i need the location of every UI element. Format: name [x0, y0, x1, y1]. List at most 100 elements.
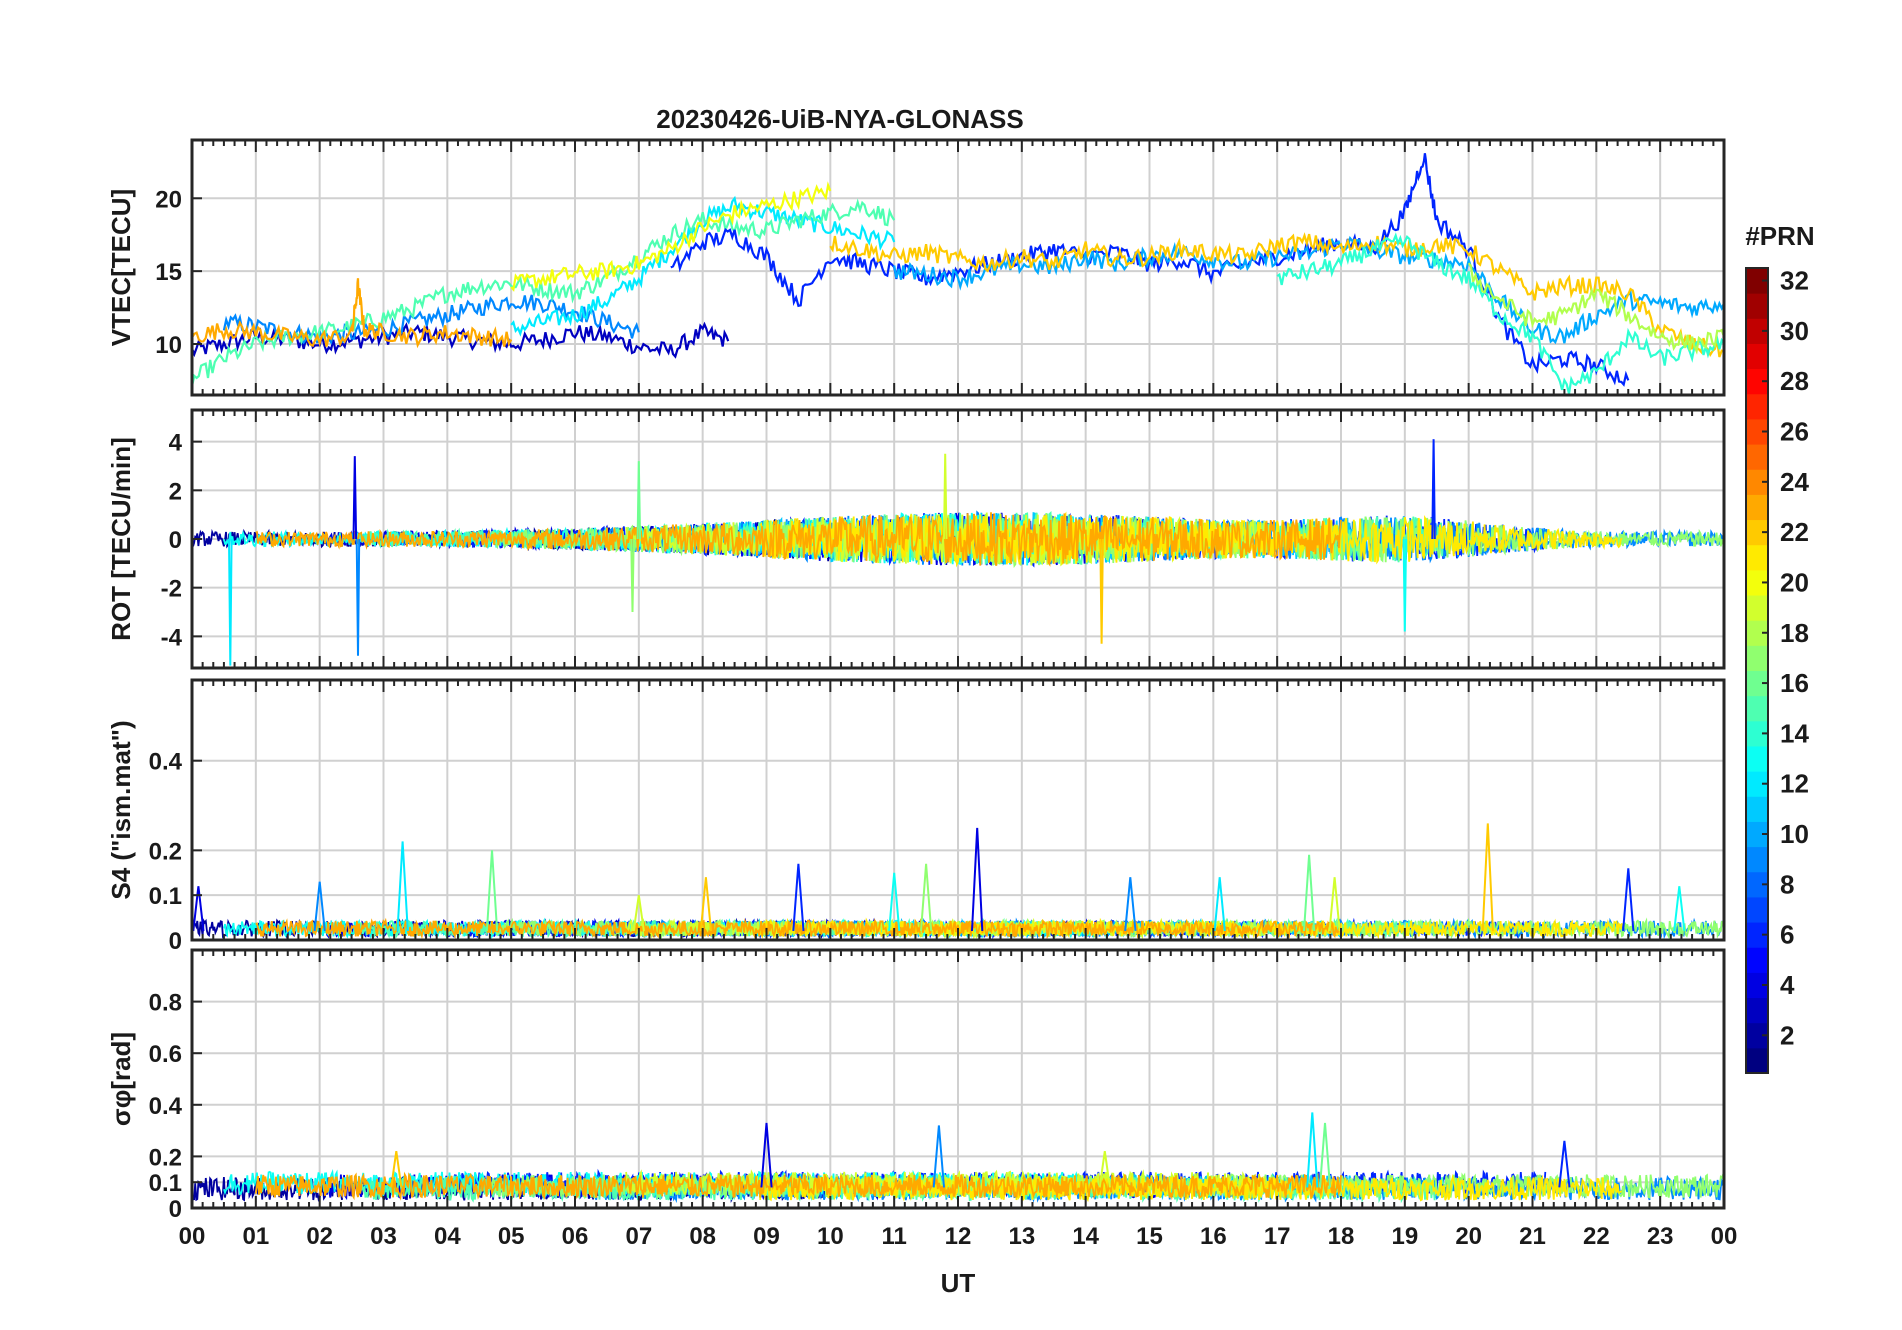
x-tick-label: 13: [1008, 1223, 1035, 1250]
colorbar-tick-label: 30: [1780, 316, 1809, 346]
vtec-series-prn-22: [829, 232, 1724, 358]
y-tick-label: 10: [155, 332, 182, 359]
x-tick-label: 00: [1711, 1223, 1738, 1250]
y-axis-label: σφ[rad]: [106, 1032, 136, 1126]
colorbar-segment: [1746, 972, 1768, 999]
colorbar-tick-label: 14: [1780, 718, 1809, 748]
peak-mark: [390, 1151, 403, 1188]
y-tick-label: 2: [169, 478, 182, 505]
y-tick-label: -2: [161, 576, 182, 603]
data-layer: [192, 153, 1724, 395]
peak-mark: [1306, 1112, 1319, 1188]
x-tick-label: 05: [498, 1223, 525, 1250]
y-tick-label: 0: [169, 527, 182, 554]
peak-mark: [1124, 877, 1137, 932]
y-tick-label: 0.1: [149, 883, 182, 910]
x-tick-label: 08: [689, 1223, 716, 1250]
vtec-panel: 10 15 20 VTEC[TECU]: [106, 138, 1726, 397]
colorbar-segment: [1746, 670, 1768, 697]
chart-title: 20230426-UiB-NYA-GLONASS: [656, 104, 1024, 134]
trace-prn-23: [255, 512, 1342, 567]
x-tick-label: 17: [1264, 1223, 1291, 1250]
colorbar-segment: [1746, 595, 1768, 621]
peak-mark: [396, 841, 409, 932]
x-tick-label: 21: [1519, 1223, 1546, 1250]
colorbar-segment: [1746, 318, 1768, 344]
peak-mark: [1622, 868, 1635, 932]
peak-mark: [1098, 1151, 1111, 1188]
colorbar-segment: [1746, 620, 1768, 646]
y-axis-label: VTEC[TECU]: [106, 189, 136, 346]
y-tick-label: 0.2: [149, 1144, 182, 1171]
x-tick-label: 20: [1455, 1223, 1482, 1250]
x-tick-label: 19: [1391, 1223, 1418, 1250]
s4-panel: 0 0.1 0.2 0.4 S4 ("ism.mat"): [106, 678, 1726, 955]
colorbar-tick-label: 4: [1780, 970, 1795, 1000]
y-tick-label: 0: [169, 928, 182, 955]
x-tick-label: 02: [306, 1223, 333, 1250]
y-axis-label: ROT [TECU/min]: [106, 437, 136, 641]
y-tick-label: 15: [155, 259, 182, 286]
peak-mark: [1673, 886, 1686, 932]
rot-panel: -4 -2 0 2 4 ROT [TECU/min]: [106, 408, 1726, 670]
x-tick-label: 10: [817, 1223, 844, 1250]
colorbar-segment: [1746, 569, 1768, 596]
peak-mark: [1303, 854, 1316, 932]
colorbar-segment: [1746, 846, 1768, 873]
data-layer: [192, 439, 1724, 666]
peak-mark: [1481, 823, 1494, 932]
x-tick-label: 03: [370, 1223, 397, 1250]
peak-mark: [1328, 877, 1341, 932]
peak-mark: [485, 850, 499, 932]
x-tick-label: 01: [242, 1223, 269, 1250]
peak-mark: [792, 863, 805, 932]
vtec-series-prn-15: [192, 198, 896, 387]
x-tick-label: 12: [945, 1223, 972, 1250]
colorbar-segment: [1746, 444, 1768, 470]
colorbar-segment: [1746, 796, 1768, 822]
x-tick-label: 09: [753, 1223, 780, 1250]
colorbar-segment: [1746, 519, 1768, 546]
colorbar-segment: [1746, 871, 1768, 898]
colorbar-tick-label: 2: [1780, 1020, 1794, 1050]
colorbar-segment: [1746, 418, 1768, 445]
colorbar-tick-label: 8: [1780, 869, 1794, 899]
x-tick-label: 06: [562, 1223, 589, 1250]
y-tick-label: 0.1: [149, 1170, 182, 1197]
colorbar-segment: [1746, 368, 1768, 395]
colorbar-tick-label: 28: [1780, 366, 1809, 396]
colorbar-tick-label: 6: [1780, 920, 1794, 950]
trace-prn-21: [759, 1173, 1623, 1203]
colorbar-tick-label: 32: [1780, 266, 1809, 296]
colorbar-segment: [1746, 896, 1768, 923]
peak-mark: [920, 863, 933, 932]
peak-mark: [699, 877, 712, 932]
colorbar-tick-label: 12: [1780, 769, 1809, 799]
y-tick-label: 0.4: [149, 749, 183, 776]
x-axis: 00 01 02 03 04 05 06 07 08 09 10 11 12 13 14 15 16 17 18 19…: [179, 1223, 1738, 1250]
rot-spike: [1431, 439, 1436, 540]
peak-mark: [313, 881, 326, 932]
colorbar-segment: [1746, 947, 1768, 973]
x-tick-label: 16: [1200, 1223, 1227, 1250]
colorbar-segment: [1746, 343, 1768, 370]
colorbar-segment: [1746, 745, 1768, 772]
peak-mark: [1318, 1122, 1332, 1188]
rot-spike: [1402, 538, 1408, 632]
colorbar-tick-label: 10: [1780, 819, 1809, 849]
colorbar-frame: [1745, 267, 1769, 1074]
vtec-series-prn-18: [1467, 262, 1724, 355]
rot-spike: [352, 456, 358, 540]
y-tick-label: -4: [161, 624, 183, 651]
x-tick-label: 00: [179, 1223, 206, 1250]
data-layer: [192, 823, 1724, 940]
trace-prn-23: [255, 917, 1342, 940]
colorbar-segment: [1746, 544, 1768, 571]
colorbar-tick-label: 24: [1780, 467, 1809, 497]
y-tick-label: 0.2: [149, 838, 182, 865]
x-axis-label: UT: [941, 1268, 976, 1298]
sigma-phi-panel: 00.10.2 0.4 0.6 0.8 σφ[rad]: [106, 948, 1726, 1223]
peak-mark: [932, 1125, 945, 1188]
colorbar-tick-label: 20: [1780, 567, 1809, 597]
